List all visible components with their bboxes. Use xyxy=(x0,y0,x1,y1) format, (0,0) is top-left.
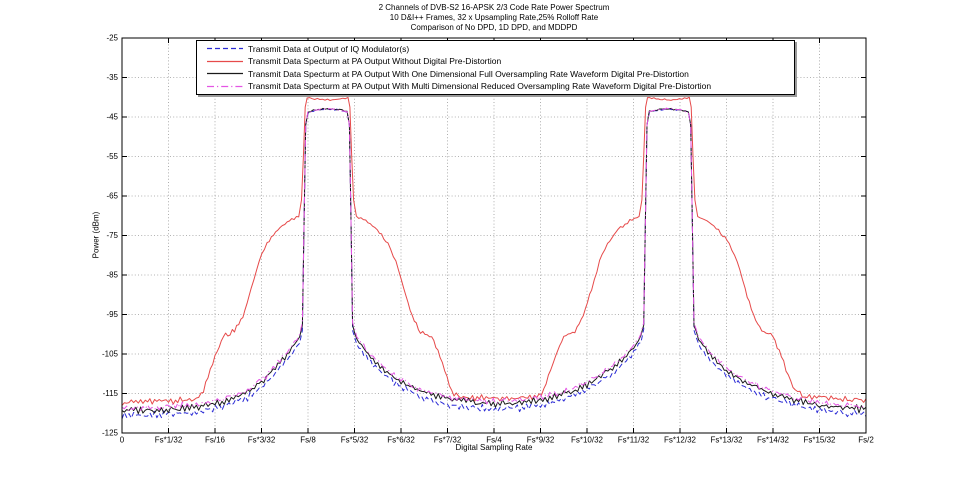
y-tick-label: -35 xyxy=(106,73,118,82)
legend-item: Transmit Data at Output of IQ Modulator(… xyxy=(206,43,794,55)
y-axis-title: Power (dBm) xyxy=(91,211,101,259)
x-tick-label: Fs*13/32 xyxy=(710,436,743,445)
y-tick-label: -65 xyxy=(106,192,118,201)
y-tick-label: -25 xyxy=(106,34,118,43)
x-tick-label: Fs*11/32 xyxy=(618,436,650,445)
legend-line-sample-dashdot-magenta xyxy=(207,85,243,88)
legend-line-sample-solid-red xyxy=(207,60,243,62)
y-tick-label: -55 xyxy=(106,152,118,161)
legend-item: Transmit Data Specturm at PA Output With… xyxy=(206,68,794,80)
legend-line-sample-solid-black xyxy=(207,73,243,75)
legend-item-label: Transmit Data Specturm at PA Output With… xyxy=(248,81,712,92)
x-tick-label: Fs*14/32 xyxy=(757,436,790,445)
x-axis-title: Digital Sampling Rate xyxy=(455,443,533,452)
y-tick-label: -115 xyxy=(103,389,119,398)
x-tick-label: Fs*10/32 xyxy=(571,436,604,445)
x-tick-label: Fs/8 xyxy=(300,436,316,445)
x-tick-label: Fs/2 xyxy=(858,436,874,445)
chart-title-line-2: 10 D&I++ Frames, 32 x Upsampling Rate,25… xyxy=(389,13,599,22)
chart-title-line-3: Comparison of No DPD, 1D DPD, and MDDPD xyxy=(410,23,578,32)
y-tick-label: -85 xyxy=(106,271,118,280)
legend-item: Transmit Data Specturm at PA Output With… xyxy=(206,55,794,67)
legend-item-label: Transmit Data Specturm at PA Output With… xyxy=(248,68,689,79)
series-curve-pa-output-1d-dpd xyxy=(121,107,867,415)
legend-item-label: Transmit Data at Output of IQ Modulator(… xyxy=(248,43,410,54)
x-tick-label: Fs*9/32 xyxy=(527,436,555,445)
series-curve-pa-output-no-dpd xyxy=(121,96,867,406)
x-tick-label: Fs*5/32 xyxy=(341,436,369,445)
legend-item-label: Transmit Data Specturm at PA Output With… xyxy=(248,56,502,67)
y-tick-label: -105 xyxy=(102,350,119,359)
y-tick-label: -125 xyxy=(102,429,119,438)
legend-item: Transmit Data Specturm at PA Output With… xyxy=(206,80,794,92)
series-curve-iq-modulator-output xyxy=(121,108,867,420)
chart-title-line-1: 2 Channels of DVB-S2 16-APSK 2/3 Code Ra… xyxy=(378,3,610,12)
y-tick-label: -75 xyxy=(106,231,118,240)
x-tick-label: Fs/16 xyxy=(205,436,226,445)
x-tick-label: 0 xyxy=(120,436,125,445)
x-tick-label: Fs*7/32 xyxy=(434,436,462,445)
chart-title: 2 Channels of DVB-S2 16-APSK 2/3 Code Ra… xyxy=(122,3,866,33)
legend: Transmit Data at Output of IQ Modulator(… xyxy=(196,40,795,95)
y-tick-label: -45 xyxy=(106,113,118,122)
series-curve-pa-output-mddpd xyxy=(121,107,867,412)
y-tick-label: -95 xyxy=(106,310,118,319)
x-tick-label: Fs*15/32 xyxy=(803,436,836,445)
x-tick-label: Fs*12/32 xyxy=(664,436,697,445)
x-tick-label: Fs/4 xyxy=(486,436,502,445)
legend-line-sample-dashed-blue xyxy=(207,47,243,50)
x-tick-label: Fs*3/32 xyxy=(248,436,276,445)
x-tick-label: Fs*1/32 xyxy=(155,436,183,445)
x-tick-label: Fs*6/32 xyxy=(387,436,415,445)
